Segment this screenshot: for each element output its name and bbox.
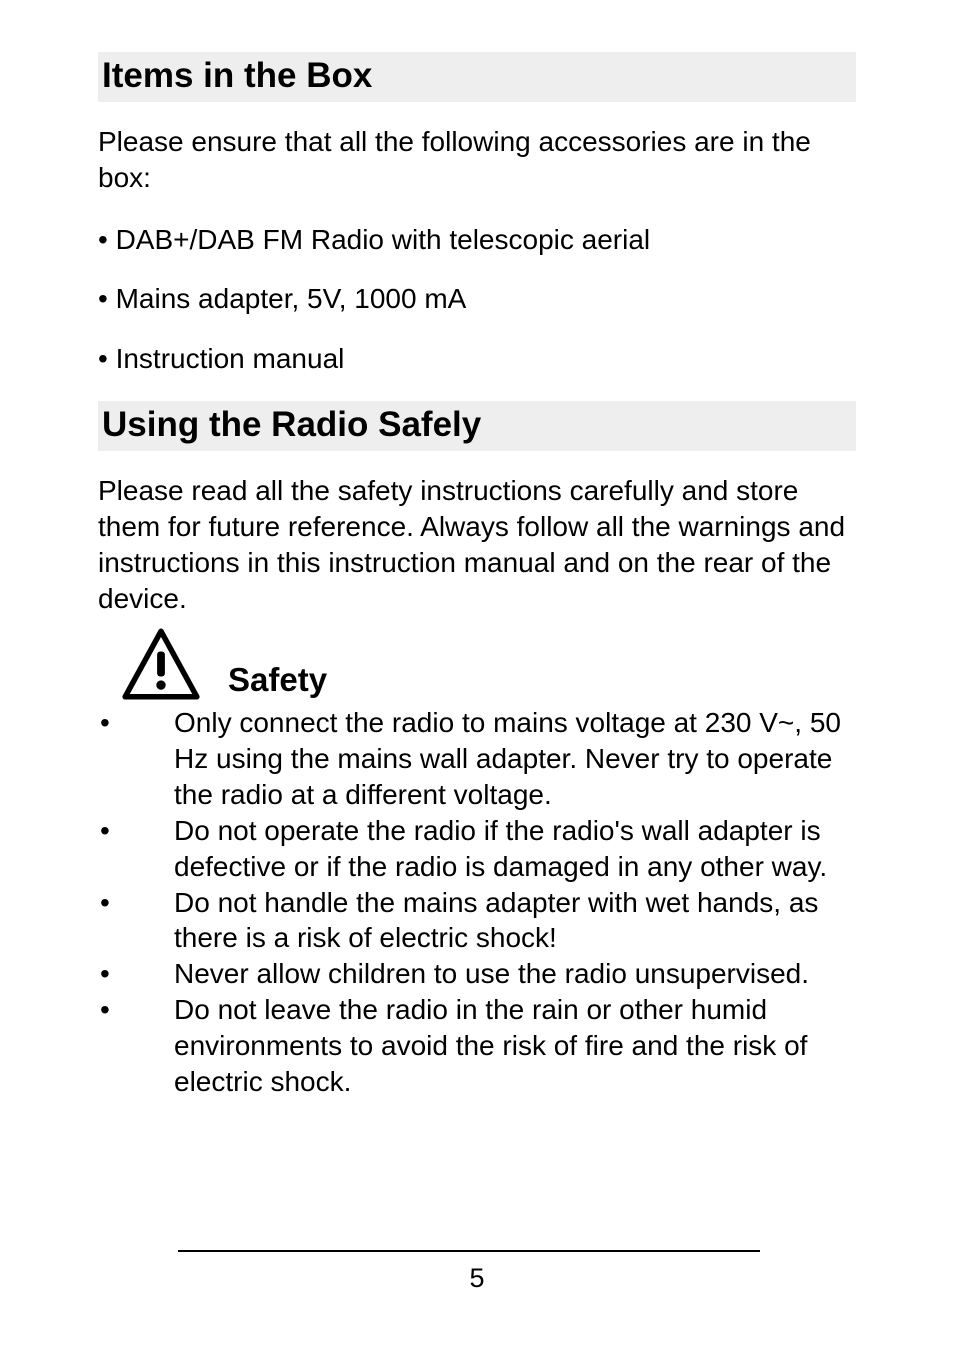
safety-item: • Do not handle the mains adapter with w… (98, 885, 856, 957)
box-item: • Instruction manual (98, 341, 856, 377)
safety-title: Safety (228, 661, 327, 705)
safety-item: • Never allow children to use the radio … (98, 956, 856, 992)
box-item: • Mains adapter, 5V, 1000 mA (98, 281, 856, 317)
bullet-dot: • (98, 956, 174, 992)
safety-item-text: Only connect the radio to mains voltage … (174, 705, 856, 812)
safety-item: • Only connect the radio to mains voltag… (98, 705, 856, 812)
footer-rule (178, 1250, 760, 1252)
safety-subheading-row: Safety (98, 624, 856, 705)
safety-item-text: Never allow children to use the radio un… (174, 956, 856, 992)
items-in-box-heading: Items in the Box (98, 52, 856, 102)
safety-item: • Do not leave the radio in the rain or … (98, 992, 856, 1099)
safety-intro-text: Please read all the safety instructions … (98, 473, 856, 616)
using-radio-safely-heading: Using the Radio Safely (98, 401, 856, 451)
manual-page: Items in the Box Please ensure that all … (0, 0, 954, 1354)
page-number: 5 (0, 1263, 954, 1294)
items-intro-text: Please ensure that all the following acc… (98, 124, 856, 196)
bullet-dot: • (98, 813, 174, 885)
safety-item-text: Do not leave the radio in the rain or ot… (174, 992, 856, 1099)
safety-bullet-list: • Only connect the radio to mains voltag… (98, 705, 856, 1099)
bullet-dot: • (98, 885, 174, 957)
box-item: • DAB+/DAB FM Radio with telescopic aeri… (98, 222, 856, 258)
safety-item: • Do not operate the radio if the radio'… (98, 813, 856, 885)
bullet-dot: • (98, 705, 174, 812)
warning-triangle-icon (98, 624, 200, 705)
safety-item-text: Do not operate the radio if the radio's … (174, 813, 856, 885)
safety-item-text: Do not handle the mains adapter with wet… (174, 885, 856, 957)
bullet-dot: • (98, 992, 174, 1099)
